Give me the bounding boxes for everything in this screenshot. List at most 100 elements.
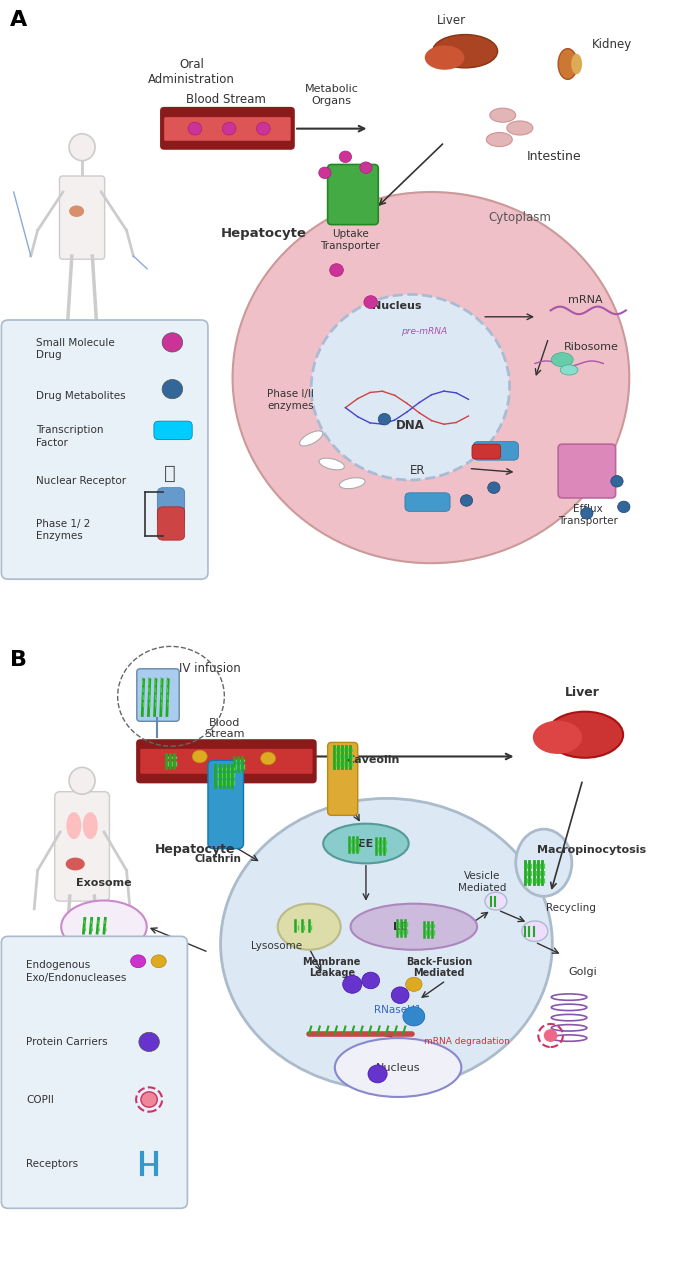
- Ellipse shape: [571, 54, 582, 74]
- Text: Small Molecule
Drug: Small Molecule Drug: [36, 338, 114, 360]
- FancyBboxPatch shape: [328, 742, 358, 815]
- Circle shape: [330, 264, 343, 276]
- FancyBboxPatch shape: [1, 937, 187, 1208]
- Ellipse shape: [278, 904, 341, 950]
- Text: Golgi: Golgi: [568, 966, 597, 977]
- Text: Liver: Liver: [566, 686, 600, 699]
- FancyBboxPatch shape: [1, 320, 208, 579]
- Text: Phase 1/ 2
Enzymes: Phase 1/ 2 Enzymes: [36, 518, 90, 541]
- FancyBboxPatch shape: [558, 444, 616, 498]
- Circle shape: [611, 475, 623, 486]
- Ellipse shape: [547, 712, 623, 758]
- FancyBboxPatch shape: [160, 108, 295, 150]
- Ellipse shape: [432, 35, 497, 68]
- Circle shape: [343, 975, 362, 993]
- Ellipse shape: [522, 922, 548, 942]
- Ellipse shape: [507, 122, 533, 134]
- Text: Ribosome: Ribosome: [564, 342, 619, 352]
- Circle shape: [162, 333, 183, 352]
- Text: Exosome: Exosome: [76, 878, 132, 888]
- Text: Blood Stream: Blood Stream: [186, 92, 265, 105]
- Text: RNaseH1: RNaseH1: [374, 1005, 422, 1015]
- Text: Lysosome: Lysosome: [252, 941, 302, 951]
- Text: Caveolin: Caveolin: [346, 755, 399, 765]
- Ellipse shape: [319, 458, 344, 470]
- Ellipse shape: [533, 721, 582, 754]
- Text: Hepatocyte: Hepatocyte: [220, 227, 306, 241]
- Circle shape: [488, 483, 500, 493]
- Text: Hepatocyte: Hepatocyte: [155, 844, 235, 856]
- FancyBboxPatch shape: [55, 791, 109, 901]
- FancyBboxPatch shape: [137, 668, 179, 722]
- Text: pre-mRNA: pre-mRNA: [401, 326, 447, 337]
- Ellipse shape: [490, 109, 516, 122]
- Circle shape: [460, 494, 473, 506]
- Ellipse shape: [300, 431, 323, 445]
- Circle shape: [618, 500, 630, 512]
- Circle shape: [162, 379, 183, 399]
- Text: Endogenous
Exo/Endonucleases: Endogenous Exo/Endonucleases: [26, 960, 127, 983]
- Text: Receptors: Receptors: [26, 1158, 78, 1169]
- Circle shape: [188, 122, 202, 134]
- Text: Oral
Administration: Oral Administration: [148, 58, 235, 86]
- Ellipse shape: [220, 799, 553, 1089]
- Ellipse shape: [486, 132, 512, 146]
- Text: Nucleus: Nucleus: [376, 1062, 421, 1073]
- Ellipse shape: [339, 477, 365, 489]
- Ellipse shape: [551, 353, 573, 366]
- Text: Recycling: Recycling: [547, 902, 596, 913]
- Ellipse shape: [261, 751, 276, 764]
- Ellipse shape: [66, 813, 81, 840]
- Text: Vesicle
Mediated: Vesicle Mediated: [458, 872, 506, 892]
- Text: Protein Carriers: Protein Carriers: [26, 1037, 107, 1047]
- Ellipse shape: [403, 1006, 425, 1027]
- FancyBboxPatch shape: [60, 175, 105, 259]
- Ellipse shape: [192, 750, 207, 763]
- Text: Nucleus: Nucleus: [372, 301, 421, 311]
- FancyBboxPatch shape: [405, 493, 450, 511]
- Ellipse shape: [83, 813, 98, 840]
- FancyBboxPatch shape: [157, 488, 185, 524]
- Text: Metabolic
Organs: Metabolic Organs: [305, 84, 358, 105]
- FancyBboxPatch shape: [154, 421, 192, 439]
- Ellipse shape: [558, 49, 577, 79]
- Circle shape: [141, 1092, 157, 1107]
- Circle shape: [311, 294, 510, 480]
- FancyBboxPatch shape: [208, 760, 244, 849]
- Text: Membrane
Leakage: Membrane Leakage: [302, 957, 361, 978]
- Text: mRNA: mRNA: [568, 294, 602, 305]
- FancyBboxPatch shape: [157, 507, 185, 540]
- Ellipse shape: [69, 205, 84, 216]
- Ellipse shape: [485, 892, 507, 910]
- Text: Liver: Liver: [437, 14, 466, 27]
- Ellipse shape: [62, 901, 147, 952]
- Text: LE: LE: [393, 922, 408, 932]
- Text: A: A: [10, 9, 27, 29]
- Circle shape: [222, 122, 236, 134]
- Text: Nuclear Receptor: Nuclear Receptor: [36, 476, 126, 486]
- Text: IV infusion: IV infusion: [179, 662, 241, 676]
- Circle shape: [544, 1029, 557, 1042]
- FancyBboxPatch shape: [328, 164, 378, 224]
- Text: DNA: DNA: [396, 419, 425, 433]
- Ellipse shape: [406, 978, 422, 991]
- Text: Blood
Stream: Blood Stream: [204, 718, 245, 740]
- Text: Efflux
Transporter: Efflux Transporter: [558, 504, 618, 526]
- Text: Macropinocytosis: Macropinocytosis: [537, 845, 646, 855]
- Ellipse shape: [69, 767, 95, 794]
- Circle shape: [139, 1032, 159, 1052]
- Ellipse shape: [69, 133, 95, 161]
- Circle shape: [581, 507, 593, 520]
- Text: B: B: [10, 650, 27, 669]
- Text: Drug Metabolites: Drug Metabolites: [36, 390, 125, 401]
- Text: Cytoplasm: Cytoplasm: [488, 211, 551, 224]
- Text: Back-Fusion
Mediated: Back-Fusion Mediated: [406, 957, 472, 978]
- Circle shape: [391, 987, 409, 1004]
- Circle shape: [256, 122, 270, 134]
- Ellipse shape: [131, 955, 146, 968]
- Ellipse shape: [425, 45, 464, 69]
- Ellipse shape: [351, 904, 477, 950]
- Text: Intestine: Intestine: [527, 151, 581, 164]
- Text: Uptake
Transporter: Uptake Transporter: [320, 229, 380, 251]
- FancyBboxPatch shape: [136, 739, 317, 783]
